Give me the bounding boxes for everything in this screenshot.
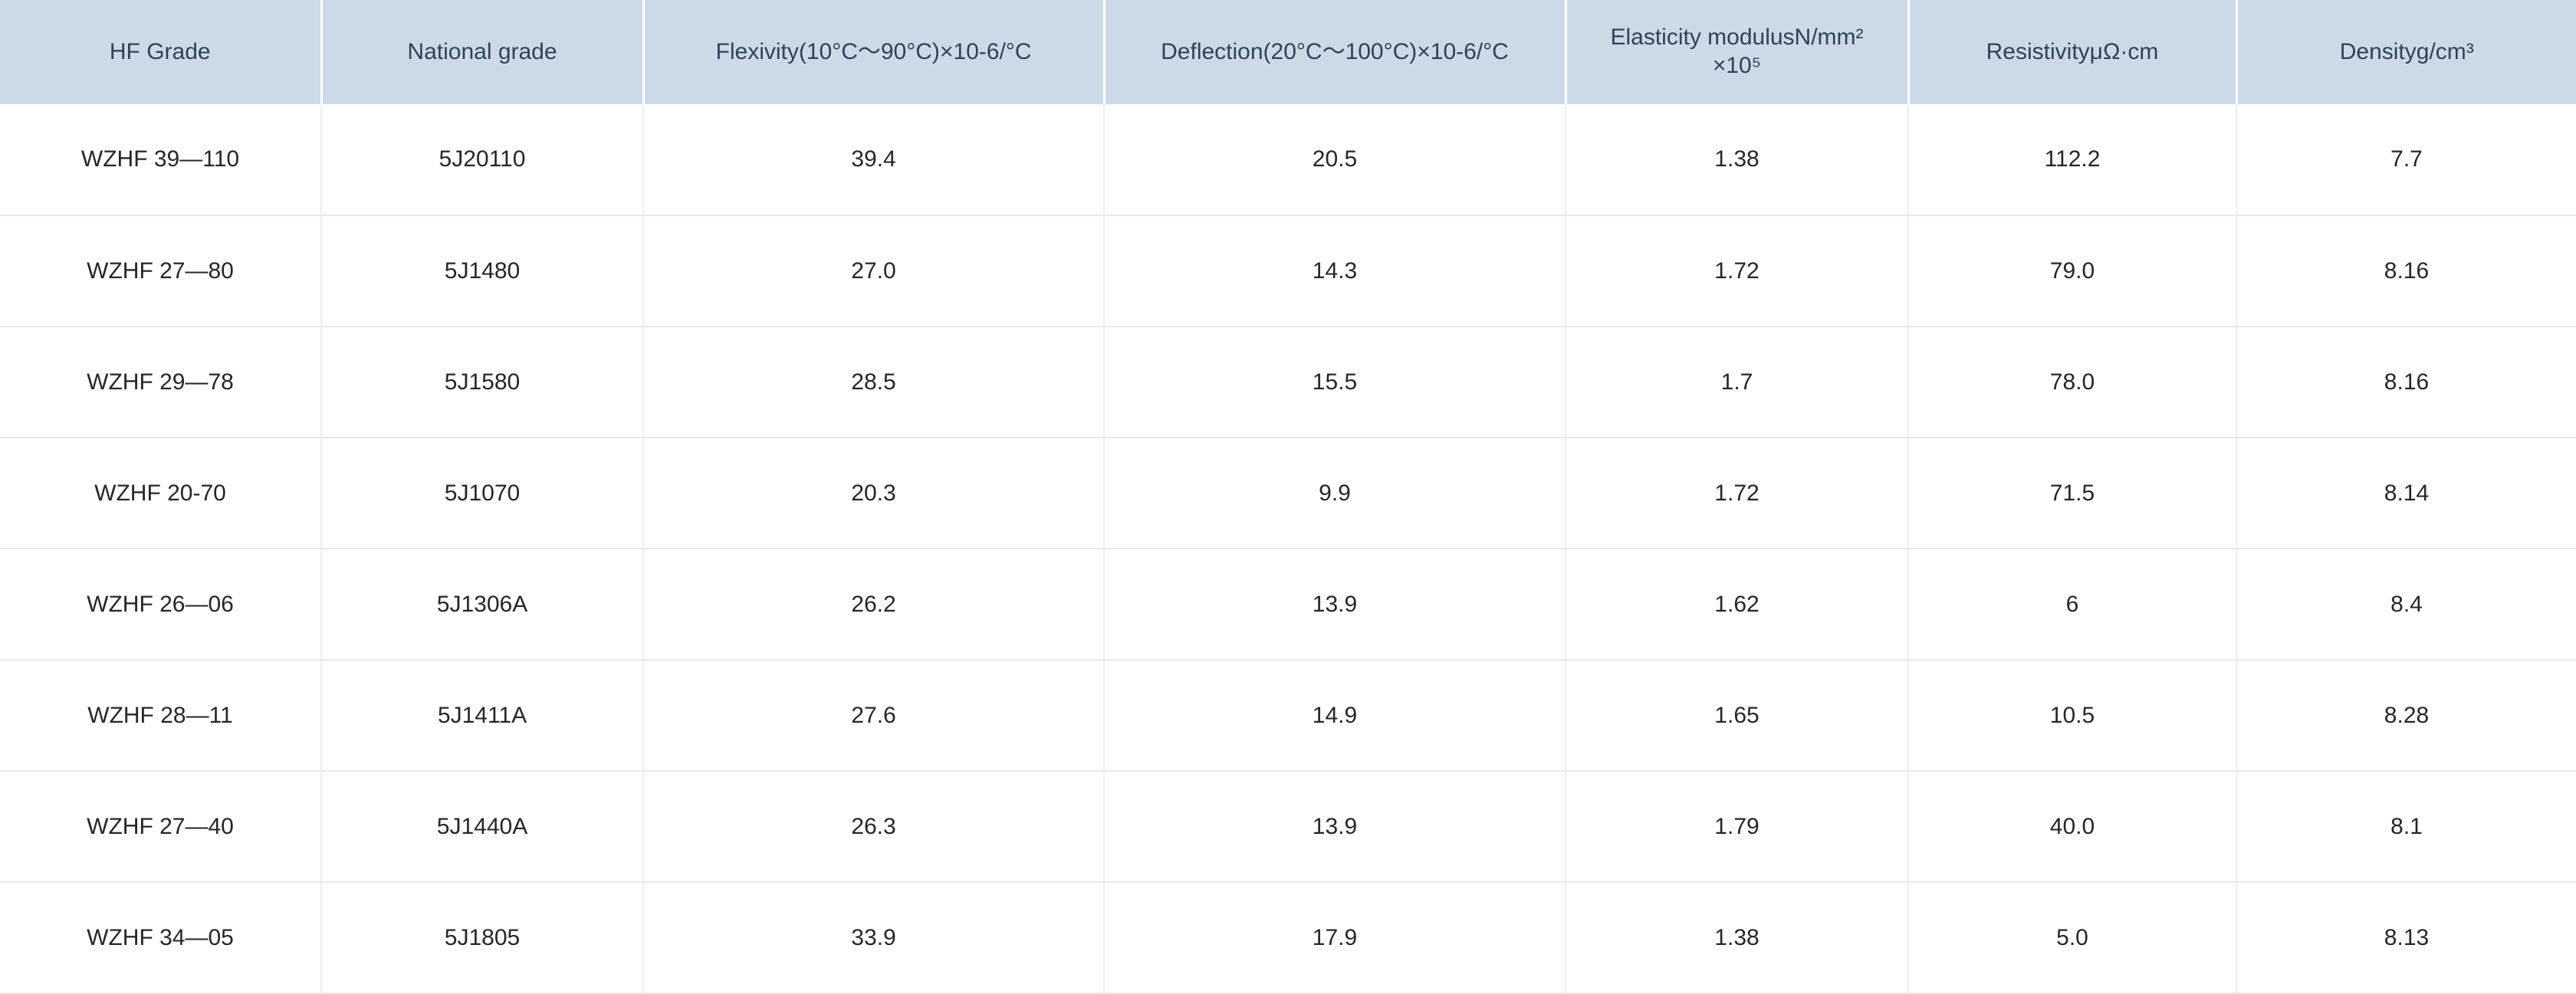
table-row: WZHF 34—05 5J1805 33.9 17.9 1.38 5.0 8.1… — [0, 882, 2576, 994]
cell-resistivity: 71.5 — [1908, 438, 2237, 549]
cell-hf-grade: WZHF 26—06 — [0, 549, 322, 661]
cell-elasticity: 1.38 — [1566, 882, 1909, 994]
cell-density: 8.16 — [2236, 215, 2576, 327]
column-header-density: Densityg/cm³ — [2236, 0, 2576, 104]
cell-hf-grade: WZHF 27—80 — [0, 215, 322, 327]
table-row: WZHF 29—78 5J1580 28.5 15.5 1.7 78.0 8.1… — [0, 326, 2576, 438]
header-row: HF Grade National grade Flexivity(10°C～9… — [0, 0, 2576, 104]
cell-national-grade: 5J1070 — [321, 438, 644, 549]
cell-deflection: 17.9 — [1104, 882, 1566, 994]
cell-deflection: 13.9 — [1104, 771, 1566, 883]
cell-deflection: 9.9 — [1104, 438, 1566, 549]
cell-flexivity: 27.6 — [643, 660, 1105, 772]
cell-elasticity: 1.72 — [1566, 215, 1909, 327]
cell-elasticity: 1.38 — [1566, 104, 1909, 216]
cell-density: 8.1 — [2236, 771, 2576, 883]
column-header-elasticity-line1: Elasticity modulusN/mm² — [1610, 25, 1864, 51]
cell-resistivity: 112.2 — [1908, 104, 2237, 216]
cell-density: 8.16 — [2236, 326, 2576, 438]
cell-elasticity: 1.7 — [1566, 326, 1909, 438]
cell-density: 8.4 — [2236, 549, 2576, 661]
table-row: WZHF 27—40 5J1440A 26.3 13.9 1.79 40.0 8… — [0, 771, 2576, 883]
cell-resistivity: 10.5 — [1908, 660, 2237, 772]
cell-elasticity: 1.72 — [1566, 438, 1909, 549]
column-header-deflection: Deflection(20°C～100°C)×10-6/°C — [1104, 0, 1567, 104]
table-row: WZHF 27—80 5J1480 27.0 14.3 1.72 79.0 8.… — [0, 215, 2576, 327]
cell-flexivity: 33.9 — [643, 882, 1105, 994]
table-row: WZHF 20-70 5J1070 20.3 9.9 1.72 71.5 8.1… — [0, 438, 2576, 549]
cell-resistivity: 6 — [1908, 549, 2237, 661]
cell-deflection: 14.3 — [1104, 215, 1566, 327]
cell-deflection: 13.9 — [1104, 549, 1566, 661]
table-header: HF Grade National grade Flexivity(10°C～9… — [0, 0, 2576, 104]
cell-deflection: 14.9 — [1104, 660, 1566, 772]
table-row: WZHF 28—11 5J1411A 27.6 14.9 1.65 10.5 8… — [0, 660, 2576, 772]
cell-flexivity: 26.3 — [643, 771, 1105, 883]
cell-national-grade: 5J1580 — [321, 326, 644, 438]
cell-resistivity: 40.0 — [1908, 771, 2237, 883]
cell-flexivity: 27.0 — [643, 215, 1105, 327]
cell-hf-grade: WZHF 39—110 — [0, 104, 322, 216]
column-header-hf-grade: HF Grade — [0, 0, 323, 104]
cell-hf-grade: WZHF 27—40 — [0, 771, 322, 883]
cell-national-grade: 5J1480 — [321, 215, 644, 327]
cell-density: 7.7 — [2236, 104, 2576, 216]
cell-density: 8.13 — [2236, 882, 2576, 994]
cell-flexivity: 39.4 — [643, 104, 1105, 216]
cell-flexivity: 26.2 — [643, 549, 1105, 661]
cell-density: 8.14 — [2236, 438, 2576, 549]
cell-national-grade: 5J1440A — [321, 771, 644, 883]
column-header-elasticity-line2: ×10⁵ — [1712, 53, 1762, 78]
cell-national-grade: 5J20110 — [321, 104, 644, 216]
table-row: WZHF 39—110 5J20110 39.4 20.5 1.38 112.2… — [0, 104, 2576, 216]
cell-hf-grade: WZHF 29—78 — [0, 326, 322, 438]
cell-national-grade: 5J1411A — [321, 660, 644, 772]
cell-elasticity: 1.65 — [1566, 660, 1909, 772]
cell-elasticity: 1.79 — [1566, 771, 1909, 883]
cell-resistivity: 79.0 — [1908, 215, 2237, 327]
cell-flexivity: 20.3 — [643, 438, 1105, 549]
column-header-flexivity: Flexivity(10°C～90°C)×10-6/°C — [643, 0, 1106, 104]
cell-deflection: 15.5 — [1104, 326, 1566, 438]
cell-elasticity: 1.62 — [1566, 549, 1909, 661]
cell-national-grade: 5J1805 — [321, 882, 644, 994]
cell-hf-grade: WZHF 28—11 — [0, 660, 322, 772]
cell-density: 8.28 — [2236, 660, 2576, 772]
column-header-resistivity: ResistivityμΩ·cm — [1908, 0, 2238, 104]
table-row: WZHF 26—06 5J1306A 26.2 13.9 1.62 6 8.4 — [0, 549, 2576, 661]
cell-national-grade: 5J1306A — [321, 549, 644, 661]
cell-hf-grade: WZHF 34—05 — [0, 882, 322, 994]
column-header-elasticity-modulus: Elasticity modulusN/mm² ×10⁵ — [1566, 0, 1910, 104]
cell-resistivity: 78.0 — [1908, 326, 2237, 438]
cell-resistivity: 5.0 — [1908, 882, 2237, 994]
cell-deflection: 20.5 — [1104, 104, 1566, 216]
cell-flexivity: 28.5 — [643, 326, 1105, 438]
table-body: WZHF 39—110 5J20110 39.4 20.5 1.38 112.2… — [0, 104, 2576, 994]
cell-hf-grade: WZHF 20-70 — [0, 438, 322, 549]
column-header-national-grade: National grade — [321, 0, 645, 104]
